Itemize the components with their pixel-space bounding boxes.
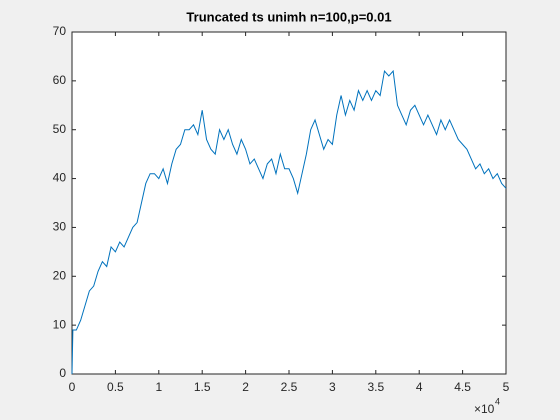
plot-area <box>71 31 507 375</box>
x-tick-label: 0.5 <box>107 380 124 394</box>
chart-title: Truncated ts unimh n=100,p=0.01 <box>186 9 391 24</box>
x-tick-label: 2 <box>242 380 249 394</box>
y-tick-label: 50 <box>53 122 67 136</box>
y-tick-label: 60 <box>53 73 67 87</box>
y-tick-label: 70 <box>53 24 67 38</box>
x-tick-label: 1.5 <box>194 380 211 394</box>
x-multiplier: ×10 <box>474 402 495 416</box>
y-tick-label: 0 <box>59 366 66 380</box>
x-tick-label: 4 <box>416 380 423 394</box>
y-tick-label: 40 <box>53 171 67 185</box>
x-tick-label: 1 <box>155 380 162 394</box>
x-tick-label: 3.5 <box>367 380 384 394</box>
x-tick-label: 2.5 <box>281 380 298 394</box>
x-tick-label: 0 <box>69 380 76 394</box>
x-tick-label: 4.5 <box>454 380 471 394</box>
y-tick-label: 30 <box>53 220 67 234</box>
data-line <box>71 69 507 375</box>
x-multiplier-exponent: 4 <box>495 396 500 406</box>
y-tick-label: 10 <box>53 317 67 331</box>
x-tick-label: 5 <box>503 380 510 394</box>
x-tick-label: 3 <box>329 380 336 394</box>
y-tick-label: 20 <box>53 268 67 282</box>
